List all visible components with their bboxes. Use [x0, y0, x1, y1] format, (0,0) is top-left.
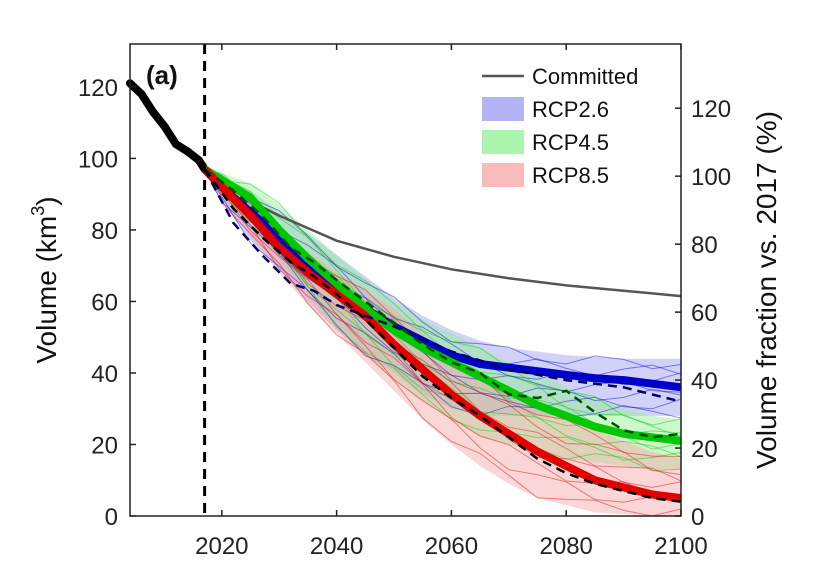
dashed-line-rcp2-6: [203, 168, 682, 403]
uncertainty-bands: [204, 169, 681, 516]
y2-tick-label: 20: [691, 436, 718, 463]
legend-label: RCP2.6: [532, 97, 609, 122]
legend-swatch-rcp2-6: [482, 97, 524, 121]
y2-tick-label: 100: [691, 164, 731, 191]
y-tick-label: 20: [91, 432, 118, 459]
dashed-line-rcp4-5: [203, 168, 682, 439]
legend-label: RCP8.5: [532, 163, 609, 188]
y2-axis-label: Volume fraction vs. 2017 (%): [751, 111, 782, 469]
x-tick-label: 2080: [540, 533, 593, 560]
y2-tick-label: 40: [691, 368, 718, 395]
legend-label: Committed: [532, 64, 638, 89]
y-tick-label: 40: [91, 361, 118, 388]
y2-tick-label: 120: [691, 96, 731, 123]
band-rcp8-5: [204, 169, 681, 516]
x-tick-label: 2100: [654, 533, 707, 560]
y-tick-label: 120: [78, 75, 118, 102]
x-axis-ticks: 2020 2040 2060 2080 2100: [195, 44, 708, 560]
ensemble-line: [204, 168, 682, 503]
ensemble-line: [204, 168, 682, 419]
series-lines: [126, 79, 682, 503]
band-rcp2-6: [204, 169, 681, 416]
plot-frame: [129, 43, 682, 517]
ensemble-line: [204, 168, 682, 517]
legend-swatch-rcp4-5: [482, 130, 524, 154]
y-axis-ticks: 0 20 40 60 80 100 120: [78, 75, 136, 531]
y2-tick-label: 80: [691, 232, 718, 259]
x-tick-label: 2040: [310, 533, 363, 560]
y-tick-label: 100: [78, 146, 118, 173]
legend: Committed RCP2.6 RCP4.5 RCP8.5: [482, 64, 638, 188]
ensemble-line: [204, 168, 682, 426]
x-tick-label: 2060: [425, 533, 478, 560]
x-tick-label: 2020: [195, 533, 248, 560]
band-rcp4-5: [204, 169, 681, 470]
y2-tick-label: 60: [691, 300, 718, 327]
y-tick-label: 0: [105, 504, 118, 531]
y2-axis-ticks: 0 20 40 60 80 100 120: [675, 96, 731, 531]
ensemble-line: [204, 168, 682, 370]
mean-line-rcp4-5: [202, 165, 682, 445]
legend-swatch-rcp8-5: [482, 163, 524, 187]
mean-line-rcp2-6: [201, 166, 682, 392]
historical-line: [126, 79, 209, 174]
panel-label: (a): [146, 60, 178, 90]
y2-tick-label: 0: [691, 504, 704, 531]
y-axis-label: Volume (km3): [28, 196, 62, 363]
legend-label: RCP4.5: [532, 130, 609, 155]
mean-line-rcp8-5: [201, 166, 682, 503]
dashed-line-rcp8-5: [203, 168, 682, 503]
y-tick-label: 60: [91, 289, 118, 316]
y-tick-label: 80: [91, 218, 118, 245]
